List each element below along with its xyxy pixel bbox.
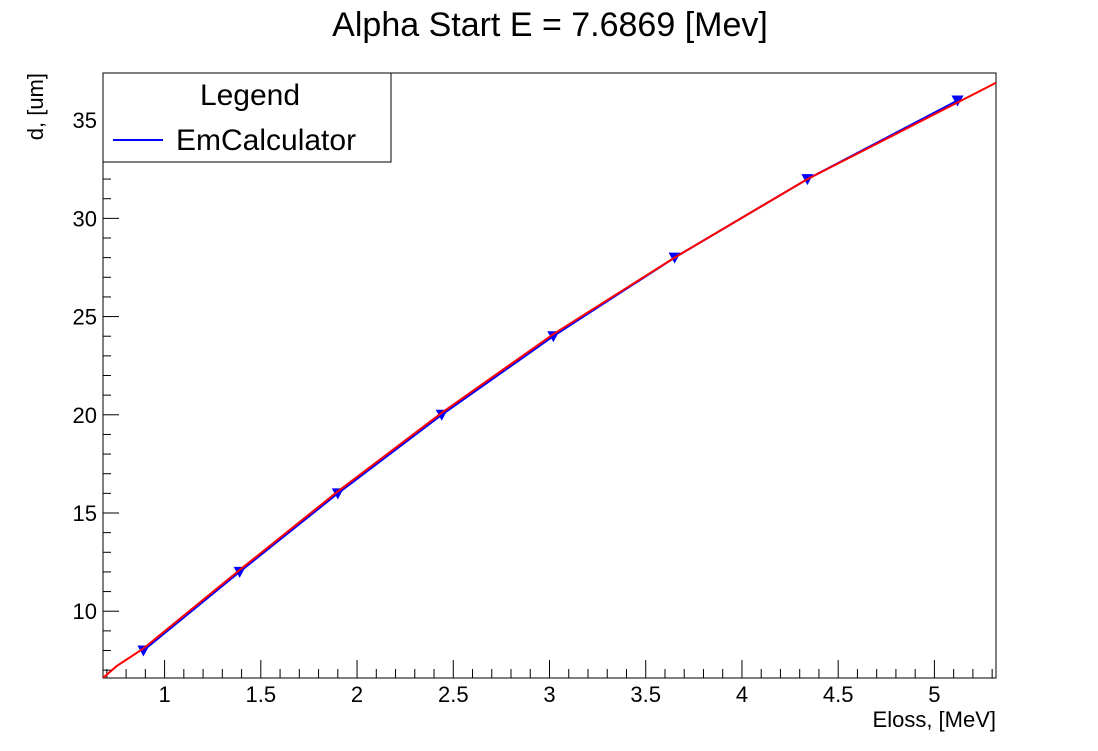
x-tick-label: 1.5	[246, 682, 277, 707]
legend-box	[102, 72, 392, 163]
y-tick-label: 20	[73, 403, 97, 428]
y-tick-label: 35	[73, 108, 97, 133]
x-tick-label: 3.5	[630, 682, 661, 707]
fit-curve	[103, 81, 996, 678]
plot-frame	[102, 72, 997, 679]
chart-title: Alpha Start E = 7.6869 [Mev]	[332, 6, 768, 44]
emcalculator-point	[547, 331, 560, 343]
emcalculator-point	[951, 95, 964, 107]
x-tick-label: 2	[351, 682, 363, 707]
x-tick-label: 1	[158, 682, 170, 707]
y-tick-label: 10	[73, 599, 97, 624]
legend-title: Legend	[200, 79, 300, 112]
y-axis: 10 15 20 25 30 35	[73, 80, 119, 671]
emcalculator-point	[233, 566, 246, 578]
x-tick-label: 4.5	[823, 682, 854, 707]
emcalculator-point	[137, 645, 150, 657]
y-axis-label: d, [um]	[23, 73, 48, 140]
x-tick-label: 4	[736, 682, 748, 707]
emcalculator-point	[435, 409, 448, 421]
x-axis-label: Eloss, [MeV]	[873, 707, 996, 732]
y-tick-label: 30	[73, 206, 97, 231]
x-axis: 1 1.5 2 2.5 3 3.5 4 4.5 5	[106, 660, 993, 707]
legend: Legend EmCalculator	[102, 72, 392, 163]
emcalculator-point	[331, 488, 344, 500]
y-tick-label: 15	[73, 501, 97, 526]
x-tick-label: 5	[928, 682, 940, 707]
x-tick-label: 3	[543, 682, 555, 707]
y-tick-label: 25	[73, 305, 97, 330]
x-tick-label: 2.5	[438, 682, 469, 707]
series-layer	[103, 81, 996, 678]
legend-entry-label: EmCalculator	[176, 124, 356, 157]
emcalculator-line	[142, 99, 958, 652]
